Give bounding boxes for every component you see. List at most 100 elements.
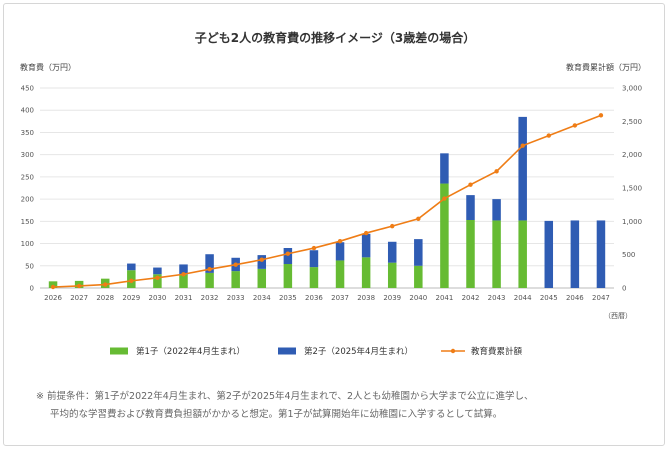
bar-child2 (414, 239, 423, 266)
x-axis-ticks: 2026 2027 2028 2029 2030 2031 2032 2033 2034 2035… (44, 294, 610, 302)
bar-child2 (492, 199, 501, 221)
bar-child2 (205, 254, 214, 273)
legend-swatch (110, 347, 128, 355)
bar-child2 (544, 220, 554, 288)
right-tick-label: 0 (622, 285, 626, 293)
bar-child2 (335, 242, 345, 261)
left-tick-label: 250 (21, 173, 34, 181)
bar-child1 (309, 267, 319, 288)
left-tick-label: 150 (21, 218, 34, 226)
cumulative-point (181, 272, 186, 277)
bars (48, 116, 606, 288)
bar-child2 (596, 220, 606, 288)
bar-child1 (257, 268, 267, 288)
legend-swatch-point (450, 348, 456, 354)
x-tick-label: 2029 (122, 294, 140, 302)
x-tick-label: 2036 (305, 294, 323, 302)
bar-child1 (518, 220, 527, 288)
cumulative-point (468, 182, 473, 187)
left-tick-label: 200 (21, 196, 34, 204)
bar-child2 (387, 241, 397, 263)
x-tick-label: 2042 (462, 294, 480, 302)
bar-child1 (283, 264, 293, 288)
right-tick-label: 2,500 (622, 118, 642, 126)
cumulative-point (76, 283, 82, 289)
left-tick-label: 50 (25, 262, 34, 270)
bar-child2 (518, 116, 527, 221)
right-tick-label: 1,000 (622, 218, 642, 226)
bar-child2 (570, 220, 580, 288)
bar-child1 (361, 257, 371, 288)
x-tick-label: 2041 (435, 294, 453, 302)
x-tick-label: 2026 (44, 294, 62, 302)
bar-child1 (414, 265, 423, 288)
cumulative-point (311, 245, 317, 251)
footnote-line-1: ※ 前提条件：第1子が2022年4月生まれ、第2子が2025年4月生まれで、2人… (36, 391, 534, 402)
left-axis-ticks: 0 50 100 150 200 250 300 350 400 450 (21, 85, 34, 293)
cumulative-point (363, 230, 369, 236)
x-tick-label: 2031 (175, 294, 193, 302)
x-tick-label: 2032 (201, 294, 219, 302)
cumulative-point (207, 267, 212, 272)
bar-child2 (257, 255, 267, 269)
legend: 第1子（2022年4月生まれ） 第2子（2025年4月生まれ） 教育費累計額 (110, 346, 523, 357)
x-tick-label: 2047 (592, 294, 610, 302)
cumulative-line (50, 113, 604, 290)
cumulative-point (598, 113, 604, 118)
x-tick-label: 2039 (383, 294, 401, 302)
bar-child2 (283, 248, 293, 264)
left-tick-label: 450 (21, 85, 34, 93)
cumulative-point (129, 278, 134, 284)
left-tick-label: 400 (21, 107, 34, 115)
x-tick-label: 2046 (566, 294, 584, 302)
x-tick-label: 2038 (357, 294, 375, 302)
right-tick-label: 2,000 (622, 151, 642, 159)
cumulative-point (50, 284, 56, 290)
left-tick-label: 100 (21, 240, 34, 248)
bar-child1 (48, 281, 58, 288)
cumulative-point (442, 196, 447, 201)
x-tick-label: 2027 (70, 294, 88, 302)
x-tick-label: 2033 (227, 294, 245, 302)
left-axis-title: 教育費（万円） (20, 62, 76, 72)
bar-child1 (492, 220, 501, 288)
cumulative-point (285, 251, 291, 256)
bar-child2 (153, 267, 162, 275)
cumulative-point (520, 143, 525, 148)
chart-frame (3, 3, 665, 446)
x-tick-label: 2037 (331, 294, 349, 302)
chart-title: 子ども2人の教育費の推移イメージ（3歳差の場合） (195, 30, 475, 45)
bar-child1 (387, 262, 397, 288)
bar-child2 (309, 250, 319, 268)
x-tick-label: 2043 (488, 294, 506, 302)
x-tick-label: 2045 (540, 294, 558, 302)
bar-child2 (440, 153, 449, 184)
cumulative-point (155, 275, 160, 280)
cumulative-point (103, 282, 108, 287)
legend-label: 教育費累計額 (471, 346, 523, 357)
x-axis-unit: （西暦） (604, 312, 632, 320)
x-tick-label: 2040 (409, 294, 427, 302)
bar-child2 (466, 195, 475, 220)
cumulative-point (572, 123, 578, 128)
cumulative-point (233, 262, 238, 267)
x-tick-label: 2030 (148, 294, 166, 302)
bar-child1 (335, 260, 345, 288)
right-axis-ticks: 0 500 1,000 1,500 2,000 2,500 3,000 (622, 85, 642, 293)
gridlines (40, 87, 614, 289)
x-tick-label: 2028 (96, 294, 114, 302)
cumulative-point (494, 169, 499, 174)
x-tick-label: 2035 (279, 294, 297, 302)
footnote-line-2: 平均的な学習費および教育費負担額がかかると想定。第1子が試算開始年に幼稚園に入学… (50, 409, 503, 420)
cumulative-point (390, 223, 395, 229)
bar-child1 (179, 274, 188, 288)
right-tick-label: 1,500 (622, 185, 642, 193)
cumulative-point (259, 257, 264, 262)
bar-child1 (466, 220, 475, 288)
bar-child1 (153, 274, 162, 288)
legend-swatch (278, 347, 296, 355)
footnote: ※ 前提条件：第1子が2022年4月生まれ、第2子が2025年4月生まれで、2人… (36, 388, 646, 424)
left-tick-label: 0 (30, 285, 34, 293)
bar-child2 (127, 263, 136, 271)
